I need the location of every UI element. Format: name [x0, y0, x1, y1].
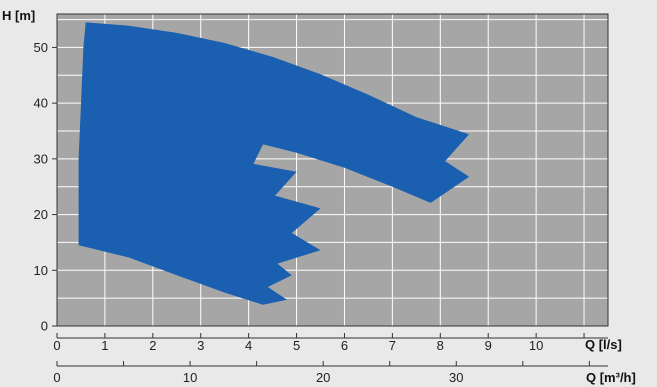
x-tick-label-7: 7	[389, 338, 396, 353]
y-tick-label-0: 0	[41, 319, 48, 334]
plot-frame	[56, 13, 609, 327]
y-tick-label-10: 10	[34, 263, 48, 278]
axis-layer: 0 10 20 30 40 50 0 1 2 3 4 5 6 7 8 9 10 0 10 20 30	[34, 13, 609, 385]
x2-tick-label-2: 20	[316, 370, 330, 385]
y-tick-label-40: 40	[34, 96, 48, 111]
y-tick-label-50: 50	[34, 40, 48, 55]
x2-tick-label-3: 30	[449, 370, 463, 385]
series-layer	[78, 22, 470, 305]
x2-tick-label-0: 0	[53, 370, 60, 385]
x-tick-label-8: 8	[437, 338, 444, 353]
x-tick-label-0: 0	[53, 338, 60, 353]
x-tick-label-2: 2	[149, 338, 156, 353]
x-tick-label-6: 6	[341, 338, 348, 353]
x-tick-label-5: 5	[293, 338, 300, 353]
x-tick-label-10: 10	[529, 338, 543, 353]
x-tick-label-1: 1	[101, 338, 108, 353]
x-tick-label-3: 3	[197, 338, 204, 353]
x-tick-label-4: 4	[245, 338, 252, 353]
x2-tick-label-1: 10	[183, 370, 197, 385]
x2-axis-title: Q [m³/h]	[586, 370, 636, 385]
y-axis-title: H [m]	[2, 8, 35, 23]
y-tick-label-20: 20	[34, 207, 48, 222]
x-tick-label-9: 9	[485, 338, 492, 353]
operating-range-area-0	[78, 22, 470, 305]
x-axis-title: Q [l/s]	[585, 337, 622, 352]
y-tick-label-30: 30	[34, 151, 48, 166]
